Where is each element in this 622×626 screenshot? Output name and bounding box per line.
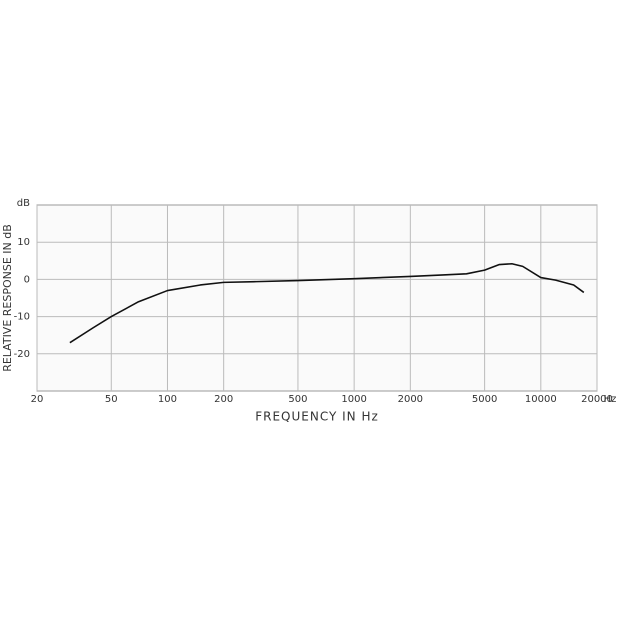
- x-tick-label: 100: [158, 394, 177, 405]
- x-tick-label: 20000: [581, 394, 613, 405]
- y-tick-label: 10: [17, 237, 30, 248]
- y-tick-label: 0: [24, 274, 30, 285]
- x-unit: Hz: [604, 394, 617, 405]
- x-tick-label: 200: [214, 394, 233, 405]
- x-tick-label: 10000: [525, 394, 557, 405]
- x-axis-label: FREQUENCY IN Hz: [255, 410, 379, 424]
- x-tick-label: 1000: [341, 394, 366, 405]
- y-tick-label: -10: [14, 312, 30, 323]
- x-tick-label: 500: [288, 394, 307, 405]
- plot-area: [36, 204, 598, 392]
- y-axis-label: RELATIVE RESPONSE IN dB: [1, 224, 14, 372]
- y-unit: dB: [17, 198, 30, 209]
- y-tick-label: -20: [14, 349, 30, 360]
- response-curve: [69, 262, 585, 344]
- x-tick-label: 2000: [398, 394, 423, 405]
- x-tick-label: 50: [105, 394, 118, 405]
- x-tick-label: 20: [31, 394, 44, 405]
- x-tick-label: 5000: [472, 394, 497, 405]
